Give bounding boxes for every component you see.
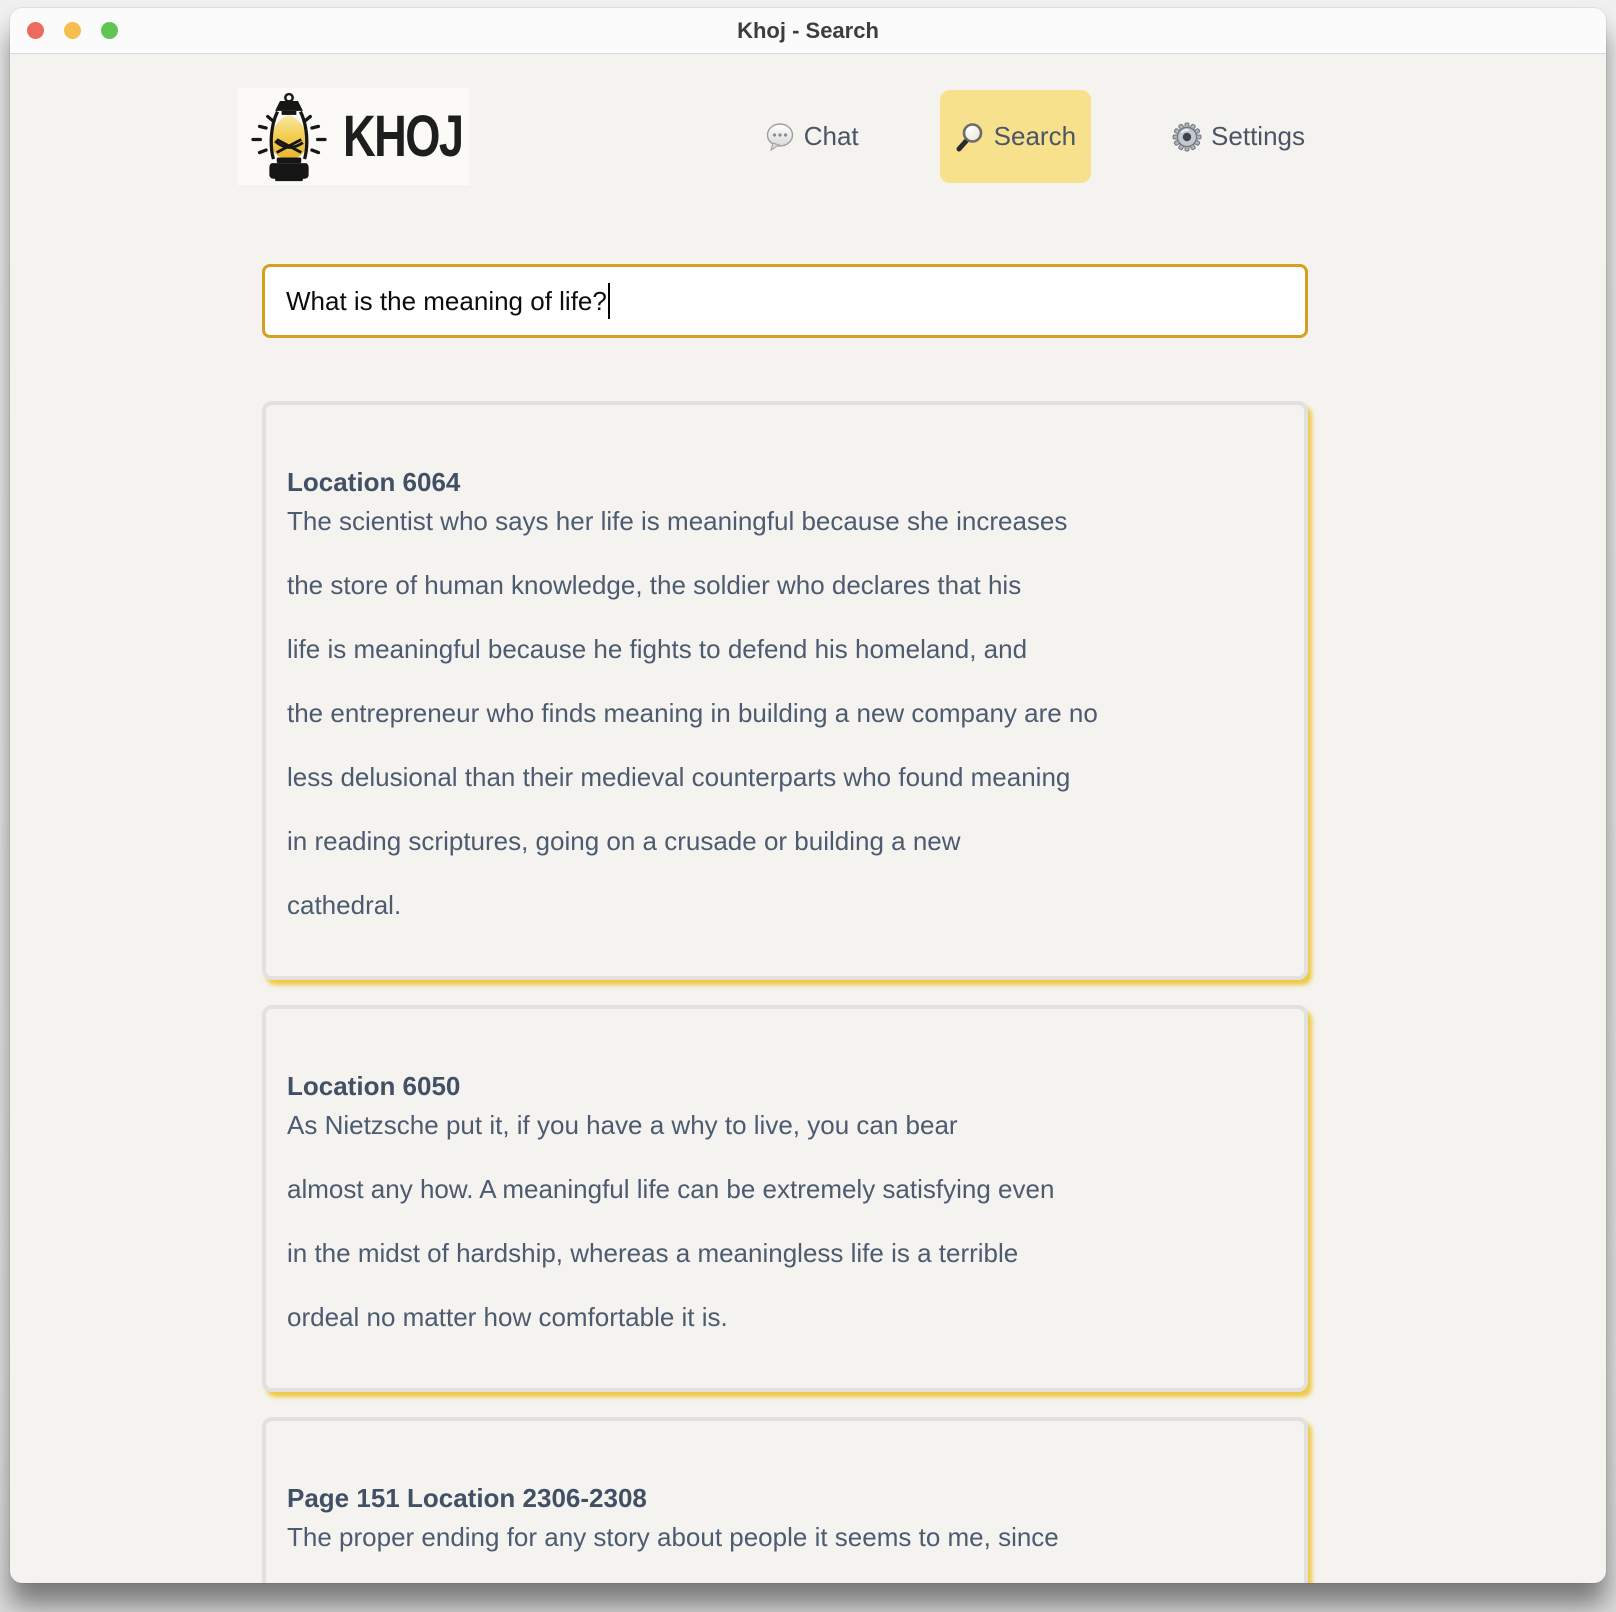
result-title: Page 151 Location 2306-2308 [287, 1483, 647, 1513]
result-line: in the midst of hardship, whereas a mean… [287, 1238, 1019, 1268]
brand-wordmark: KHOJ [343, 104, 464, 169]
result-card[interactable]: Location 6050 As Nietzsche put it, if yo… [262, 1005, 1308, 1392]
window-title: Khoj - Search [737, 17, 879, 43]
main-content: KHOJ [10, 54, 1606, 1583]
chat-icon [765, 122, 795, 152]
nav-chat[interactable]: Chat [750, 90, 874, 183]
search-input[interactable]: What is the meaning of life? [262, 264, 1308, 338]
khoj-logo: KHOJ [237, 88, 469, 185]
result-line: ordeal no matter how comfortable it is. [287, 1302, 728, 1332]
search-input-value: What is the meaning of life? [286, 285, 607, 316]
result-line: life is meaningful because he fights to … [287, 634, 1028, 664]
search-results: Location 6064 The scientist who says her… [262, 401, 1308, 1583]
nav-settings[interactable]: Settings [1157, 90, 1320, 183]
text-cursor [607, 283, 610, 319]
result-line: the entrepreneur who finds meaning in bu… [287, 698, 1098, 728]
result-line: As Nietzsche put it, if you have a why t… [287, 1110, 958, 1140]
nav-chat-label: Chat [803, 121, 859, 151]
nav-search-label: Search [993, 121, 1077, 151]
maximize-window-button[interactable] [101, 22, 118, 39]
result-card[interactable]: Page 151 Location 2306-2308 The proper e… [262, 1417, 1308, 1583]
minimize-window-button[interactable] [64, 22, 81, 39]
titlebar: Khoj - Search [10, 8, 1606, 54]
result-title: Location 6064 [287, 467, 461, 497]
gear-icon [1172, 122, 1202, 152]
result-line: The scientist who says her life is meani… [287, 506, 1068, 536]
search-icon [955, 122, 985, 152]
app-window: Khoj - Search [10, 8, 1606, 1583]
result-line: in reading scriptures, going on a crusad… [287, 826, 961, 856]
result-line: The proper ending for any story about pe… [287, 1522, 1059, 1552]
lantern-icon [245, 92, 333, 182]
result-line: almost any how. A meaningful life can be… [287, 1174, 1055, 1204]
result-line: cathedral. [287, 890, 402, 920]
result-line: the store of human knowledge, the soldie… [287, 570, 1022, 600]
result-line: less delusional than their medieval coun… [287, 762, 1071, 792]
close-window-button[interactable] [27, 22, 44, 39]
header: KHOJ [10, 54, 1606, 185]
nav-search[interactable]: Search [939, 90, 1092, 183]
result-card[interactable]: Location 6064 The scientist who says her… [262, 401, 1308, 980]
nav-settings-label: Settings [1211, 121, 1305, 151]
traffic-lights [27, 8, 118, 53]
result-title: Location 6050 [287, 1071, 461, 1101]
main-nav: Chat [750, 90, 1320, 183]
